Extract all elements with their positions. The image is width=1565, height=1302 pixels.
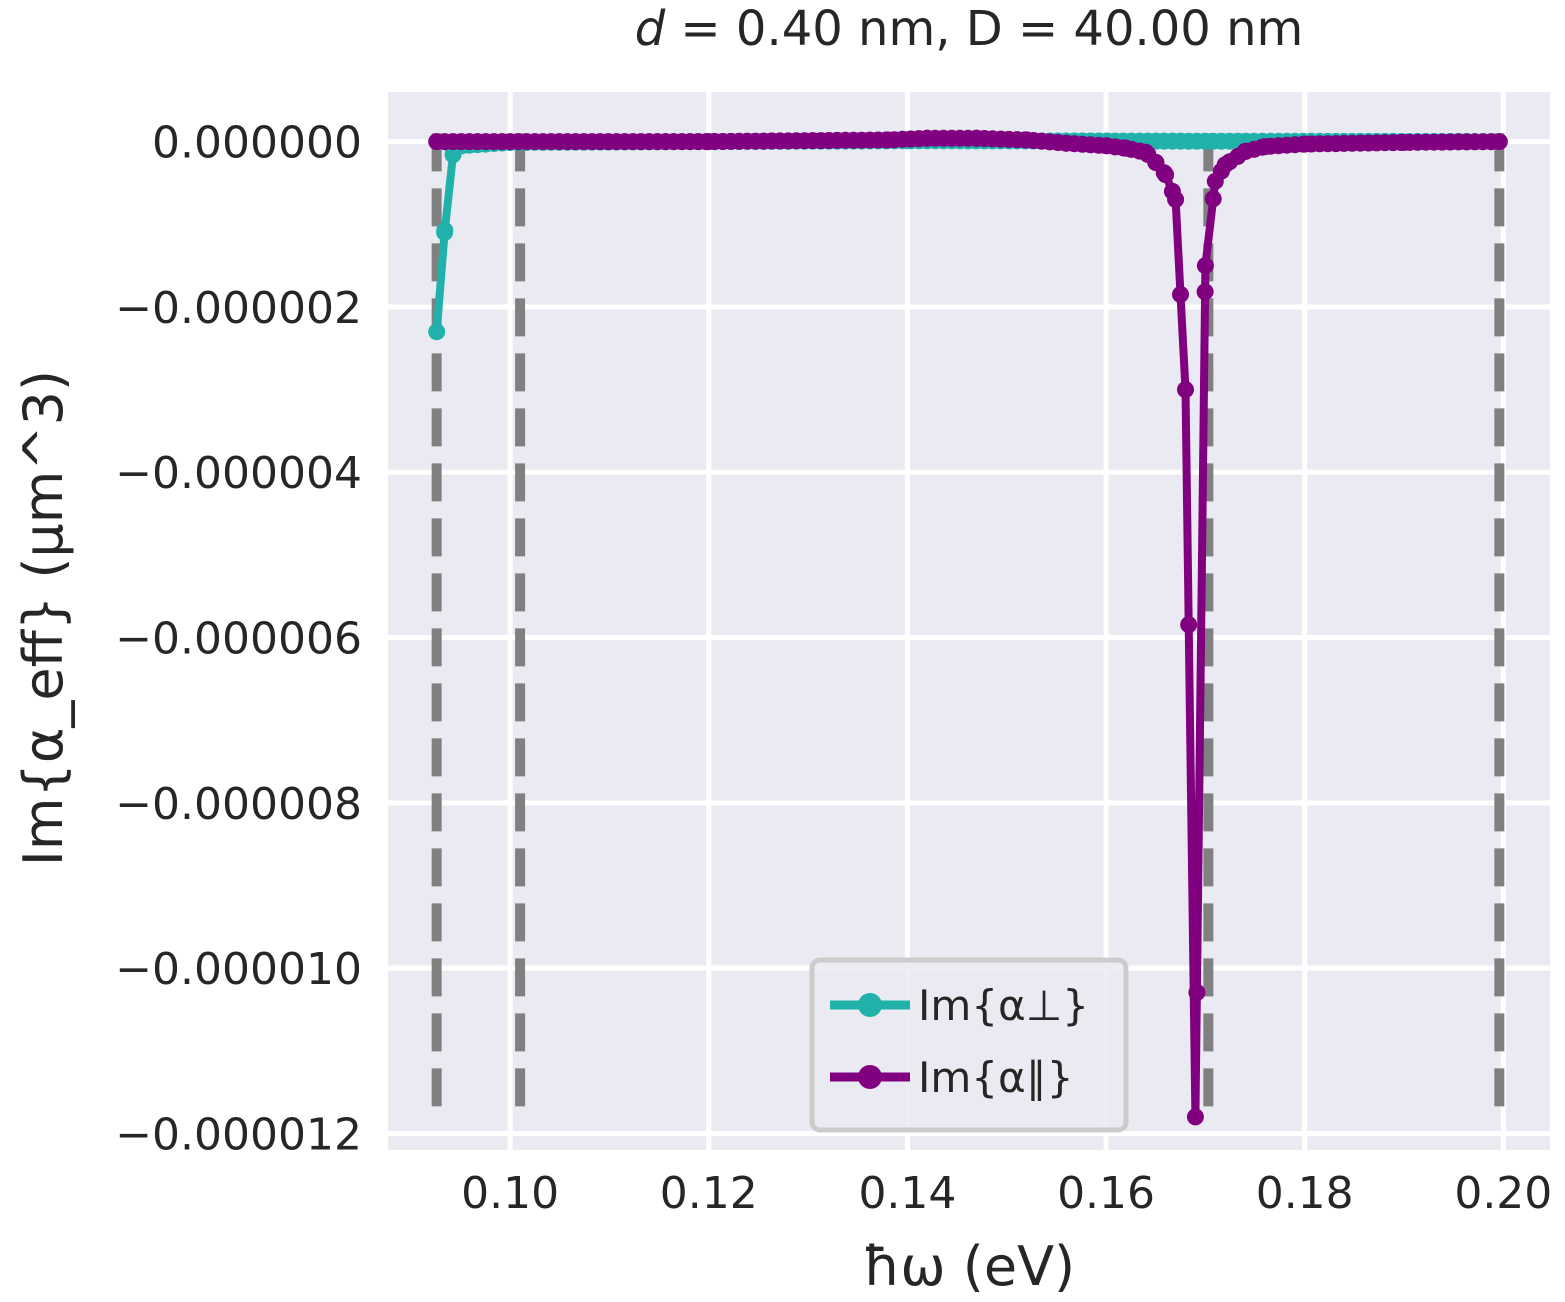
chart-title-rest: = 0.40 nm, D = 40.00 nm — [665, 1, 1303, 57]
data-point — [1188, 984, 1206, 1001]
x-axis-label: ħω (eV) — [863, 1235, 1075, 1298]
y-tick-label: −0.000002 — [115, 283, 362, 334]
x-tick-label: 0.12 — [660, 1168, 758, 1219]
data-point — [436, 221, 454, 239]
data-point — [1157, 166, 1175, 184]
x-tick-label: 0.18 — [1256, 1168, 1354, 1219]
x-tick-label: 0.16 — [1057, 1168, 1155, 1219]
data-point — [1172, 286, 1189, 303]
data-point — [1204, 190, 1222, 208]
y-axis-label: Im{α_eff} (μm^3) — [12, 370, 75, 866]
x-tick-label: 0.10 — [461, 1168, 559, 1219]
data-point — [1490, 133, 1508, 151]
y-tick-label: 0.000000 — [152, 118, 362, 169]
data-point — [428, 323, 446, 341]
y-tick-label: −0.000012 — [115, 1109, 362, 1160]
legend-marker — [858, 1065, 882, 1089]
data-point — [1177, 381, 1194, 399]
x-tick-label: 0.14 — [858, 1168, 956, 1219]
series-2 — [428, 129, 1508, 1126]
data-point — [1196, 283, 1214, 301]
tick-labels: 0.10 0.12 0.14 0.16 0.18 0.20 0.000000 −0.00000… — [115, 118, 1552, 1219]
grid — [388, 92, 1550, 1150]
legend-marker — [858, 993, 882, 1017]
data-point — [1167, 191, 1185, 208]
data-point — [1196, 257, 1214, 275]
legend-label: Im{α∥} — [918, 1053, 1073, 1102]
legend: Im{α⊥} Im{α∥} — [809, 957, 1129, 1133]
x-tick-label: 0.20 — [1454, 1168, 1552, 1219]
data-point — [1180, 616, 1198, 634]
y-tick-label: −0.000006 — [115, 614, 362, 665]
chart-title: d = 0.40 nm, D = 40.00 nm — [635, 1, 1304, 57]
series-layer — [428, 129, 1508, 1126]
legend-label: Im{α⊥} — [918, 981, 1089, 1030]
y-tick-label: −0.000004 — [115, 448, 362, 499]
data-point — [1186, 1108, 1204, 1126]
y-tick-label: −0.000008 — [115, 779, 362, 830]
y-tick-label: −0.000010 — [115, 944, 362, 995]
chart-title-italic: d — [635, 1, 666, 57]
